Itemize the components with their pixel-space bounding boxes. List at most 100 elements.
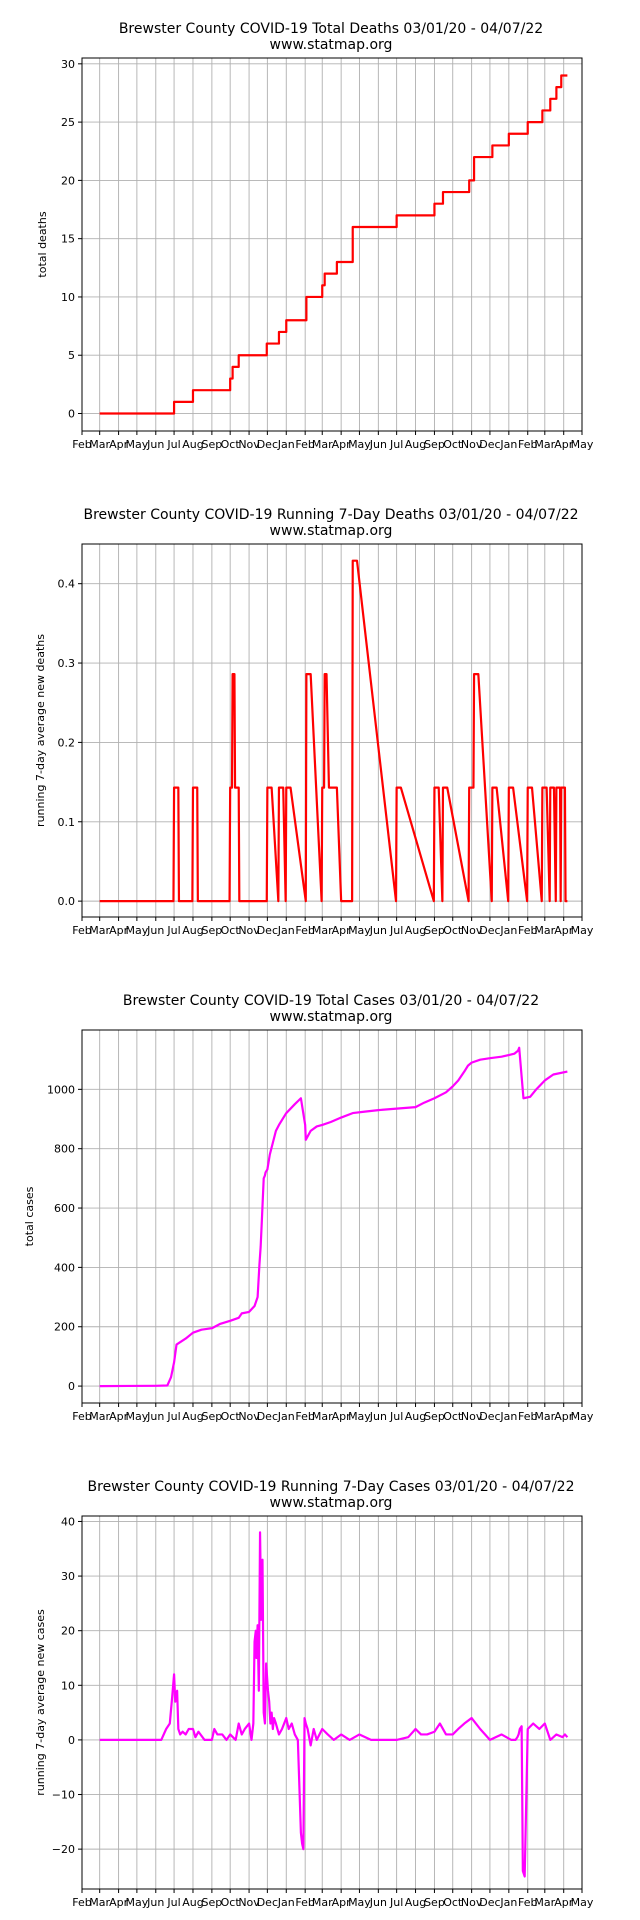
- x-tick-label: Oct: [443, 438, 463, 451]
- plot-frame: [81, 57, 583, 432]
- x-tick-label: Apr: [109, 1896, 129, 1909]
- y-axis-label: total cases: [23, 1186, 36, 1246]
- y-tick-label: 0: [68, 1734, 75, 1747]
- y-axis-label: total deaths: [36, 211, 49, 277]
- x-tick-label: May: [348, 924, 371, 937]
- x-tick-label: Jun: [369, 1410, 387, 1423]
- x-tick-label: Jan: [499, 1896, 517, 1909]
- x-tick-label: Feb: [295, 438, 314, 451]
- x-tick-label: Feb: [72, 1410, 91, 1423]
- x-tick-label: Jan: [277, 924, 295, 937]
- x-tick-label: Aug: [405, 1896, 426, 1909]
- x-tick-label: May: [126, 924, 149, 937]
- x-tick-label: Jun: [146, 1896, 164, 1909]
- x-tick-label: Jun: [146, 438, 164, 451]
- x-tick-label: Apr: [332, 438, 352, 451]
- plot-frame: [81, 1515, 583, 1890]
- x-tick-label: Sep: [202, 924, 223, 937]
- x-tick-label: Apr: [554, 1896, 574, 1909]
- x-tick-label: Aug: [182, 438, 203, 451]
- y-tick-label: 0.0: [58, 895, 76, 908]
- x-tick-label: Aug: [405, 1410, 426, 1423]
- chart-title: Brewster County COVID-19 Total Cases 03/…: [123, 993, 539, 1009]
- x-tick-label: Sep: [424, 1896, 445, 1909]
- x-tick-label: Sep: [202, 438, 223, 451]
- chart-panel-0: Brewster County COVID-19 Total Deaths 03…: [36, 21, 594, 451]
- x-tick-label: Feb: [295, 1410, 314, 1423]
- chart-subtitle: www.statmap.org: [270, 1009, 393, 1025]
- x-tick-label: May: [571, 1410, 594, 1423]
- x-tick-label: Jun: [146, 924, 164, 937]
- x-tick-label: Dec: [479, 1896, 500, 1909]
- x-tick-label: Oct: [221, 924, 241, 937]
- x-tick-label: May: [348, 1410, 371, 1423]
- x-tick-label: Nov: [238, 1410, 260, 1423]
- y-tick-label: 400: [54, 1261, 75, 1274]
- x-tick-label: Jan: [499, 924, 517, 937]
- x-tick-label: Feb: [295, 924, 314, 937]
- x-tick-label: Sep: [202, 1410, 223, 1423]
- x-tick-label: Mar: [534, 438, 555, 451]
- x-tick-label: May: [571, 438, 594, 451]
- series-line: [99, 74, 568, 415]
- x-tick-label: Mar: [312, 1410, 333, 1423]
- x-tick-label: Oct: [221, 1896, 241, 1909]
- chart-title: Brewster County COVID-19 Running 7-Day D…: [83, 507, 578, 523]
- x-tick-label: Dec: [257, 438, 278, 451]
- x-tick-label: Sep: [424, 1410, 445, 1423]
- y-tick-label: 0: [68, 408, 75, 421]
- y-tick-label: 10: [61, 291, 75, 304]
- x-tick-label: Apr: [332, 924, 352, 937]
- x-tick-label: Mar: [534, 1896, 555, 1909]
- x-tick-label: Jan: [277, 1410, 295, 1423]
- x-tick-label: Apr: [554, 438, 574, 451]
- x-tick-label: Feb: [295, 1896, 314, 1909]
- y-tick-label: 0.3: [58, 657, 76, 670]
- x-tick-label: Nov: [238, 924, 260, 937]
- x-tick-label: Jul: [166, 1410, 180, 1423]
- plot-frame: [81, 543, 583, 918]
- x-tick-label: Oct: [443, 1410, 463, 1423]
- y-tick-label: 1000: [47, 1083, 75, 1096]
- x-tick-label: Aug: [182, 1896, 203, 1909]
- x-tick-label: Jul: [166, 438, 180, 451]
- x-tick-label: Jul: [389, 924, 403, 937]
- chart-subtitle: www.statmap.org: [270, 523, 393, 539]
- y-tick-label: 15: [61, 233, 75, 246]
- x-tick-label: Mar: [89, 438, 110, 451]
- chart-title: Brewster County COVID-19 Running 7-Day C…: [88, 1479, 575, 1495]
- x-tick-label: Dec: [479, 438, 500, 451]
- series-line: [99, 1531, 569, 1878]
- y-tick-label: 10: [61, 1679, 75, 1692]
- x-tick-label: Feb: [518, 924, 537, 937]
- chart-title: Brewster County COVID-19 Total Deaths 03…: [119, 21, 543, 37]
- y-tick-label: 40: [61, 1515, 75, 1528]
- x-tick-label: Nov: [461, 438, 483, 451]
- x-tick-label: May: [348, 438, 371, 451]
- chart-subtitle: www.statmap.org: [270, 37, 393, 53]
- x-tick-label: Apr: [109, 924, 129, 937]
- y-tick-label: 30: [61, 58, 75, 71]
- x-tick-label: Jul: [389, 438, 403, 451]
- x-tick-label: Aug: [405, 924, 426, 937]
- x-tick-label: Nov: [461, 924, 483, 937]
- chart-subtitle: www.statmap.org: [270, 1495, 393, 1511]
- x-tick-label: May: [571, 924, 594, 937]
- x-tick-label: Sep: [202, 1896, 223, 1909]
- x-tick-label: Aug: [182, 924, 203, 937]
- x-tick-label: Jun: [369, 1896, 387, 1909]
- x-tick-label: Jun: [146, 1410, 164, 1423]
- x-tick-label: Oct: [221, 438, 241, 451]
- x-tick-label: Feb: [518, 438, 537, 451]
- y-tick-label: 600: [54, 1202, 75, 1215]
- x-tick-label: Apr: [332, 1896, 352, 1909]
- x-tick-label: Dec: [257, 924, 278, 937]
- x-tick-label: Jan: [499, 1410, 517, 1423]
- x-tick-label: Jul: [389, 1896, 403, 1909]
- x-tick-label: Sep: [424, 438, 445, 451]
- y-tick-label: −10: [52, 1789, 75, 1802]
- y-tick-label: 200: [54, 1321, 75, 1334]
- x-tick-label: Jul: [389, 1410, 403, 1423]
- x-tick-label: Dec: [479, 924, 500, 937]
- x-tick-label: Sep: [424, 924, 445, 937]
